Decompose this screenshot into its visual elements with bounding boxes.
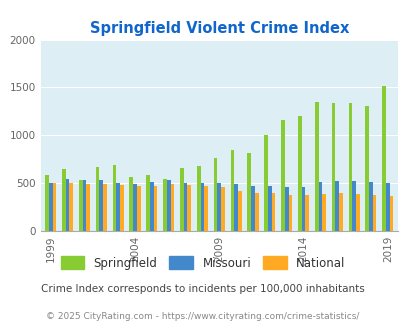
Bar (284, 187, 288, 231)
Bar (66, 179, 69, 231)
Bar (372, 195, 375, 231)
Bar (136, 186, 140, 231)
Bar (129, 178, 133, 231)
Bar (221, 187, 224, 231)
Bar (112, 165, 116, 231)
Bar (301, 187, 305, 231)
Bar (213, 158, 217, 231)
Bar (133, 183, 136, 231)
Bar (146, 175, 149, 231)
Bar (331, 103, 335, 231)
Bar (389, 196, 392, 231)
Bar (49, 183, 52, 231)
Bar (187, 185, 191, 231)
Bar (103, 184, 107, 231)
Bar (116, 183, 120, 231)
Bar (264, 135, 267, 231)
Bar (318, 182, 322, 231)
Bar (338, 193, 342, 231)
Bar (69, 183, 73, 231)
Bar (234, 184, 237, 231)
Bar (247, 153, 250, 231)
Bar (280, 120, 284, 231)
Bar (322, 194, 325, 231)
Bar (86, 184, 90, 231)
Text: © 2025 CityRating.com - https://www.cityrating.com/crime-statistics/: © 2025 CityRating.com - https://www.city… (46, 313, 359, 321)
Bar (99, 180, 103, 231)
Bar (250, 186, 254, 231)
Bar (230, 150, 234, 231)
Bar (200, 183, 204, 231)
Bar (217, 183, 221, 231)
Bar (305, 195, 308, 231)
Bar (335, 181, 338, 231)
Bar (120, 185, 124, 231)
Bar (368, 182, 372, 231)
Bar (170, 184, 174, 231)
Text: Crime Index corresponds to incidents per 100,000 inhabitants: Crime Index corresponds to incidents per… (41, 284, 364, 294)
Bar (254, 193, 258, 231)
Bar (163, 179, 166, 231)
Bar (82, 180, 86, 231)
Bar (297, 116, 301, 231)
Bar (237, 191, 241, 231)
Bar (271, 193, 275, 231)
Bar (381, 86, 385, 231)
Bar (314, 102, 318, 231)
Bar (183, 183, 187, 231)
Bar (364, 106, 368, 231)
Title: Springfield Violent Crime Index: Springfield Violent Crime Index (90, 21, 348, 36)
Bar (96, 167, 99, 231)
Bar (166, 180, 170, 231)
Bar (62, 169, 66, 231)
Bar (204, 186, 207, 231)
Bar (179, 168, 183, 231)
Bar (347, 103, 352, 231)
Bar (45, 176, 49, 231)
Bar (153, 186, 157, 231)
Bar (352, 181, 355, 231)
Bar (355, 194, 359, 231)
Bar (52, 183, 56, 231)
Bar (267, 186, 271, 231)
Bar (196, 166, 200, 231)
Bar (385, 183, 389, 231)
Bar (149, 182, 153, 231)
Legend: Springfield, Missouri, National: Springfield, Missouri, National (56, 252, 349, 274)
Bar (288, 195, 292, 231)
Bar (79, 180, 82, 231)
